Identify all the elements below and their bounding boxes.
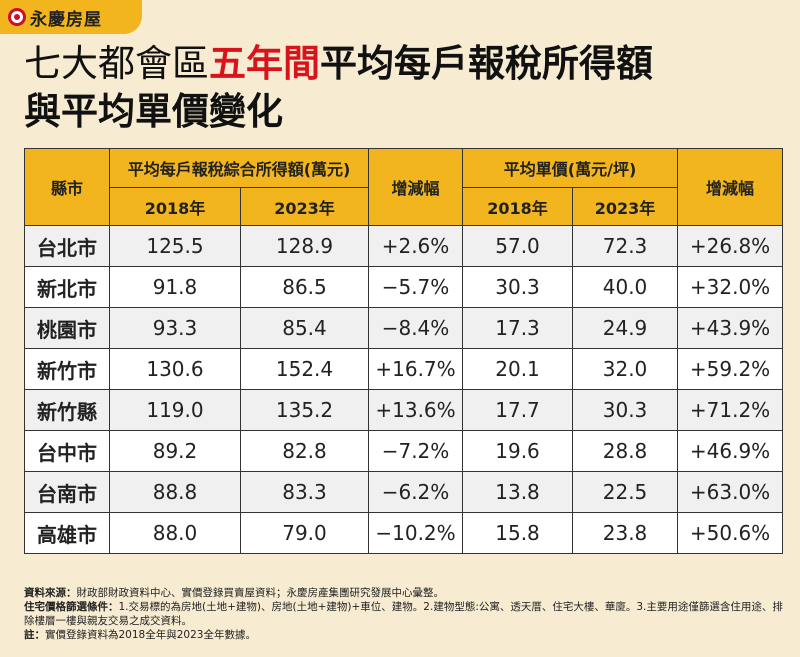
title-part2: 平均每戶報稅所得額: [320, 42, 653, 85]
extra-note: 註：實價登錄資料為2018全年與2023全年數據。: [24, 628, 784, 642]
city-cell: 新竹市: [24, 348, 110, 390]
city-cell: 台中市: [24, 430, 110, 472]
source-note: 資料來源：財政部財政資料中心、實價登錄買賣屋資料；永慶房產集團研究發展中心彙整。: [24, 586, 784, 600]
income-change-cell: +13.6%: [368, 389, 464, 431]
table-row: 新北市 91.8 86.5 −5.7% 30.3 40.0 +32.0%: [24, 266, 784, 308]
city-cell: 桃園市: [24, 307, 110, 349]
price-2018-cell: 30.3: [462, 266, 574, 308]
table-row: 台北市 125.5 128.9 +2.6% 57.0 72.3 +26.8%: [24, 225, 784, 267]
price-change-cell: +46.9%: [677, 430, 784, 472]
table-row: 高雄市 88.0 79.0 −10.2% 15.8 23.8 +50.6%: [24, 512, 784, 554]
header-price-change: 增減幅: [677, 148, 784, 226]
income-2018-cell: 125.5: [109, 225, 241, 267]
table-row: 桃園市 93.3 85.4 −8.4% 17.3 24.9 +43.9%: [24, 307, 784, 349]
price-2018-cell: 19.6: [462, 430, 574, 472]
city-cell: 台北市: [24, 225, 110, 267]
income-2018-cell: 119.0: [109, 389, 241, 431]
city-cell: 新竹縣: [24, 389, 110, 431]
price-2023-cell: 22.5: [572, 471, 679, 513]
price-2023-cell: 72.3: [572, 225, 679, 267]
header-price: 平均單價(萬元/坪): [462, 148, 679, 188]
income-change-cell: +16.7%: [368, 348, 464, 390]
income-change-cell: −10.2%: [368, 512, 464, 554]
price-2018-cell: 57.0: [462, 225, 574, 267]
title-part1: 七大都會區: [24, 42, 209, 85]
table-row: 新竹市 130.6 152.4 +16.7% 20.1 32.0 +59.2%: [24, 348, 784, 390]
price-2018-cell: 13.8: [462, 471, 574, 513]
footnotes: 資料來源：財政部財政資料中心、實價登錄買賣屋資料；永慶房產集團研究發展中心彙整。…: [24, 586, 784, 642]
filter-text: 1.交易標的為房地(土地+建物)、房地(土地+建物)+車位、建物。2.建物型態:…: [24, 601, 783, 627]
header-income: 平均每戶報稅綜合所得額(萬元): [108, 148, 370, 188]
filter-label: 住宅價格篩選條件：: [24, 601, 119, 613]
note-label: 註：: [24, 629, 45, 641]
source-label: 資料來源：: [24, 587, 77, 599]
page-title-line2: 與平均單價變化: [24, 90, 283, 133]
price-2023-cell: 28.8: [572, 430, 679, 472]
price-2018-cell: 15.8: [462, 512, 574, 554]
brand-name: 永慶房屋: [30, 9, 102, 30]
income-2023-cell: 152.4: [239, 348, 370, 390]
price-2023-cell: 40.0: [572, 266, 679, 308]
income-2018-cell: 91.8: [109, 266, 241, 308]
header-income-2023: 2023年: [239, 187, 370, 226]
income-change-cell: −5.7%: [368, 266, 464, 308]
price-change-cell: +71.2%: [677, 389, 784, 431]
table-row: 台中市 89.2 82.8 −7.2% 19.6 28.8 +46.9%: [24, 430, 784, 472]
price-change-cell: +50.6%: [677, 512, 784, 554]
price-change-cell: +26.8%: [677, 225, 784, 267]
page-title: 七大都會區五年間平均每戶報稅所得額: [24, 40, 653, 88]
city-cell: 高雄市: [24, 512, 110, 554]
table-row: 新竹縣 119.0 135.2 +13.6% 17.7 30.3 +71.2%: [24, 389, 784, 431]
income-change-cell: −8.4%: [368, 307, 464, 349]
header-income-change: 增減幅: [368, 148, 464, 226]
income-2018-cell: 130.6: [109, 348, 241, 390]
city-cell: 台南市: [24, 471, 110, 513]
income-2023-cell: 85.4: [239, 307, 370, 349]
header-income-2018: 2018年: [109, 187, 241, 226]
price-change-cell: +63.0%: [677, 471, 784, 513]
title-highlight: 五年間: [209, 42, 320, 85]
note-text: 實價登錄資料為2018全年與2023全年數據。: [45, 629, 256, 641]
data-table: 縣市 平均每戶報稅綜合所得額(萬元) 增減幅 平均單價(萬元/坪) 增減幅 20…: [24, 148, 784, 554]
price-change-cell: +59.2%: [677, 348, 784, 390]
brand-logo-icon: [8, 8, 26, 26]
price-change-cell: +32.0%: [677, 266, 784, 308]
filter-note: 住宅價格篩選條件：1.交易標的為房地(土地+建物)、房地(土地+建物)+車位、建…: [24, 600, 784, 628]
city-cell: 新北市: [24, 266, 110, 308]
price-2018-cell: 17.3: [462, 307, 574, 349]
price-2023-cell: 23.8: [572, 512, 679, 554]
income-2018-cell: 89.2: [109, 430, 241, 472]
income-2023-cell: 135.2: [239, 389, 370, 431]
income-change-cell: +2.6%: [368, 225, 464, 267]
income-2023-cell: 79.0: [239, 512, 370, 554]
income-change-cell: −6.2%: [368, 471, 464, 513]
income-2018-cell: 88.0: [109, 512, 241, 554]
income-2018-cell: 88.8: [109, 471, 241, 513]
brand-badge: 永慶房屋: [0, 0, 142, 34]
income-2023-cell: 83.3: [239, 471, 370, 513]
price-2018-cell: 20.1: [462, 348, 574, 390]
income-2018-cell: 93.3: [109, 307, 241, 349]
income-2023-cell: 82.8: [239, 430, 370, 472]
price-2023-cell: 32.0: [572, 348, 679, 390]
income-2023-cell: 86.5: [239, 266, 370, 308]
income-2023-cell: 128.9: [239, 225, 370, 267]
header-city: 縣市: [24, 148, 110, 226]
source-text: 財政部財政資料中心、實價登錄買賣屋資料；永慶房產集團研究發展中心彙整。: [76, 587, 445, 599]
price-2018-cell: 17.7: [462, 389, 574, 431]
income-change-cell: −7.2%: [368, 430, 464, 472]
price-change-cell: +43.9%: [677, 307, 784, 349]
price-2023-cell: 30.3: [572, 389, 679, 431]
table-row: 台南市 88.8 83.3 −6.2% 13.8 22.5 +63.0%: [24, 471, 784, 513]
price-2023-cell: 24.9: [572, 307, 679, 349]
header-price-2018: 2018年: [462, 187, 574, 226]
header-price-2023: 2023年: [572, 187, 679, 226]
